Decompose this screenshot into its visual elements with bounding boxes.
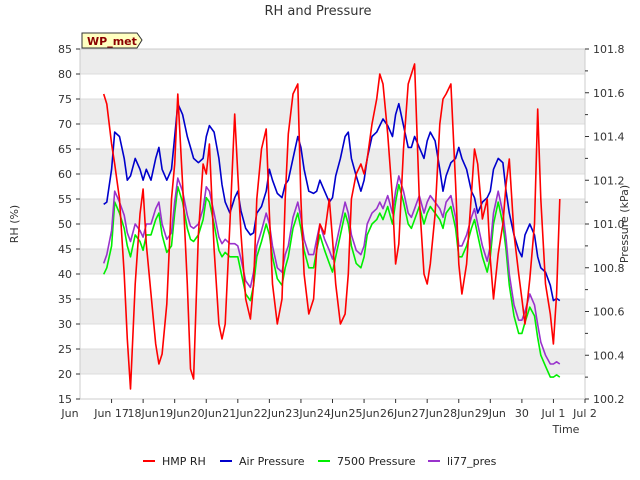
right-tick-label: 101.6 [593,87,625,100]
x-tick-label: 25Jun [348,407,379,420]
right-tick-label: 101.8 [593,43,625,56]
left-tick-label: 30 [58,318,72,331]
plot-band [80,99,585,124]
x-tick-label: 27Jun [412,407,443,420]
left-tick-label: 50 [58,218,72,231]
x-tick-label: 22Jun [254,407,285,420]
left-tick-label: 20 [58,368,72,381]
x-tick-label: Jun 17 [93,407,129,420]
left-tick-label: 35 [58,293,72,306]
legend-label-air-pressure: Air Pressure [239,455,305,468]
left-tick-label: 40 [58,268,72,281]
left-tick-label: 80 [58,68,72,81]
right-tick-label: 100.6 [593,306,625,319]
left-tick-label: 25 [58,343,72,356]
right-tick-label: 101.0 [593,218,625,231]
x-tick-label: 21Jun [222,407,253,420]
left-tick-label: 15 [58,393,72,406]
left-tick-label: 70 [58,118,72,131]
x-axis-label: Time [552,423,580,436]
station-badge-text: WP_met [87,35,137,48]
right-tick-label: 101.4 [593,131,625,144]
series-line-li77-pres [102,175,561,365]
series-line-hmp-rh [102,63,561,390]
left-axis-ticks: 15 20 25 30 35 40 45 50 55 60 65 70 75 80 85 [58,43,80,406]
x-tick-label: 26Jun [380,407,411,420]
x-tick-label: Jul 2 [572,407,597,420]
y-axis-label-right: Pressure (kPa) [618,185,631,263]
legend: HMP RH Air Pressure 7500 Pressure li77_pres [143,455,497,468]
x-tick-label: 24Jun [317,407,348,420]
x-tick-label: 19Jun [159,407,190,420]
x-tick-label: Jun [60,407,78,420]
right-tick-label: 100.8 [593,262,625,275]
left-tick-label: 55 [58,193,72,206]
legend-label-7500-pressure: 7500 Pressure [337,455,416,468]
y-axis-label-left: RH (%) [8,205,21,243]
station-badge: WP_met [81,32,143,49]
left-tick-label: 60 [58,168,72,181]
x-tick-label: Jul 1 [541,407,566,420]
series-layer [102,63,561,390]
station-badge-shape [81,32,143,49]
right-tick-label: 101.2 [593,174,625,187]
left-tick-label: 65 [58,143,72,156]
plot-band [80,349,585,374]
x-tick-label: 18Jun [128,407,159,420]
legend-label-li77-pres: li77_pres [447,455,497,468]
x-tick-label: 30 [515,407,529,420]
x-tick-label: 28Jun [443,407,474,420]
series-line-7500-pressure [102,183,561,378]
left-tick-label: 45 [58,243,72,256]
right-tick-label: 100.2 [593,393,625,406]
left-tick-label: 75 [58,93,72,106]
x-tick-label: 20Jun [191,407,222,420]
left-tick-label: 85 [58,43,72,56]
series-line-air-pressure [103,102,561,302]
x-tick-label: 29Jun [475,407,506,420]
plot-band [80,49,585,74]
legend-label-hmp-rh: HMP RH [162,455,206,468]
chart-title: RH and Pressure [264,4,371,19]
right-axis-ticks: 100.2 100.4 100.6 100.8 101.0 101.2 101.4 101.6… [585,43,625,406]
plot-band [80,299,585,324]
x-tick-label: 23Jun [285,407,316,420]
right-tick-label: 100.4 [593,349,625,362]
